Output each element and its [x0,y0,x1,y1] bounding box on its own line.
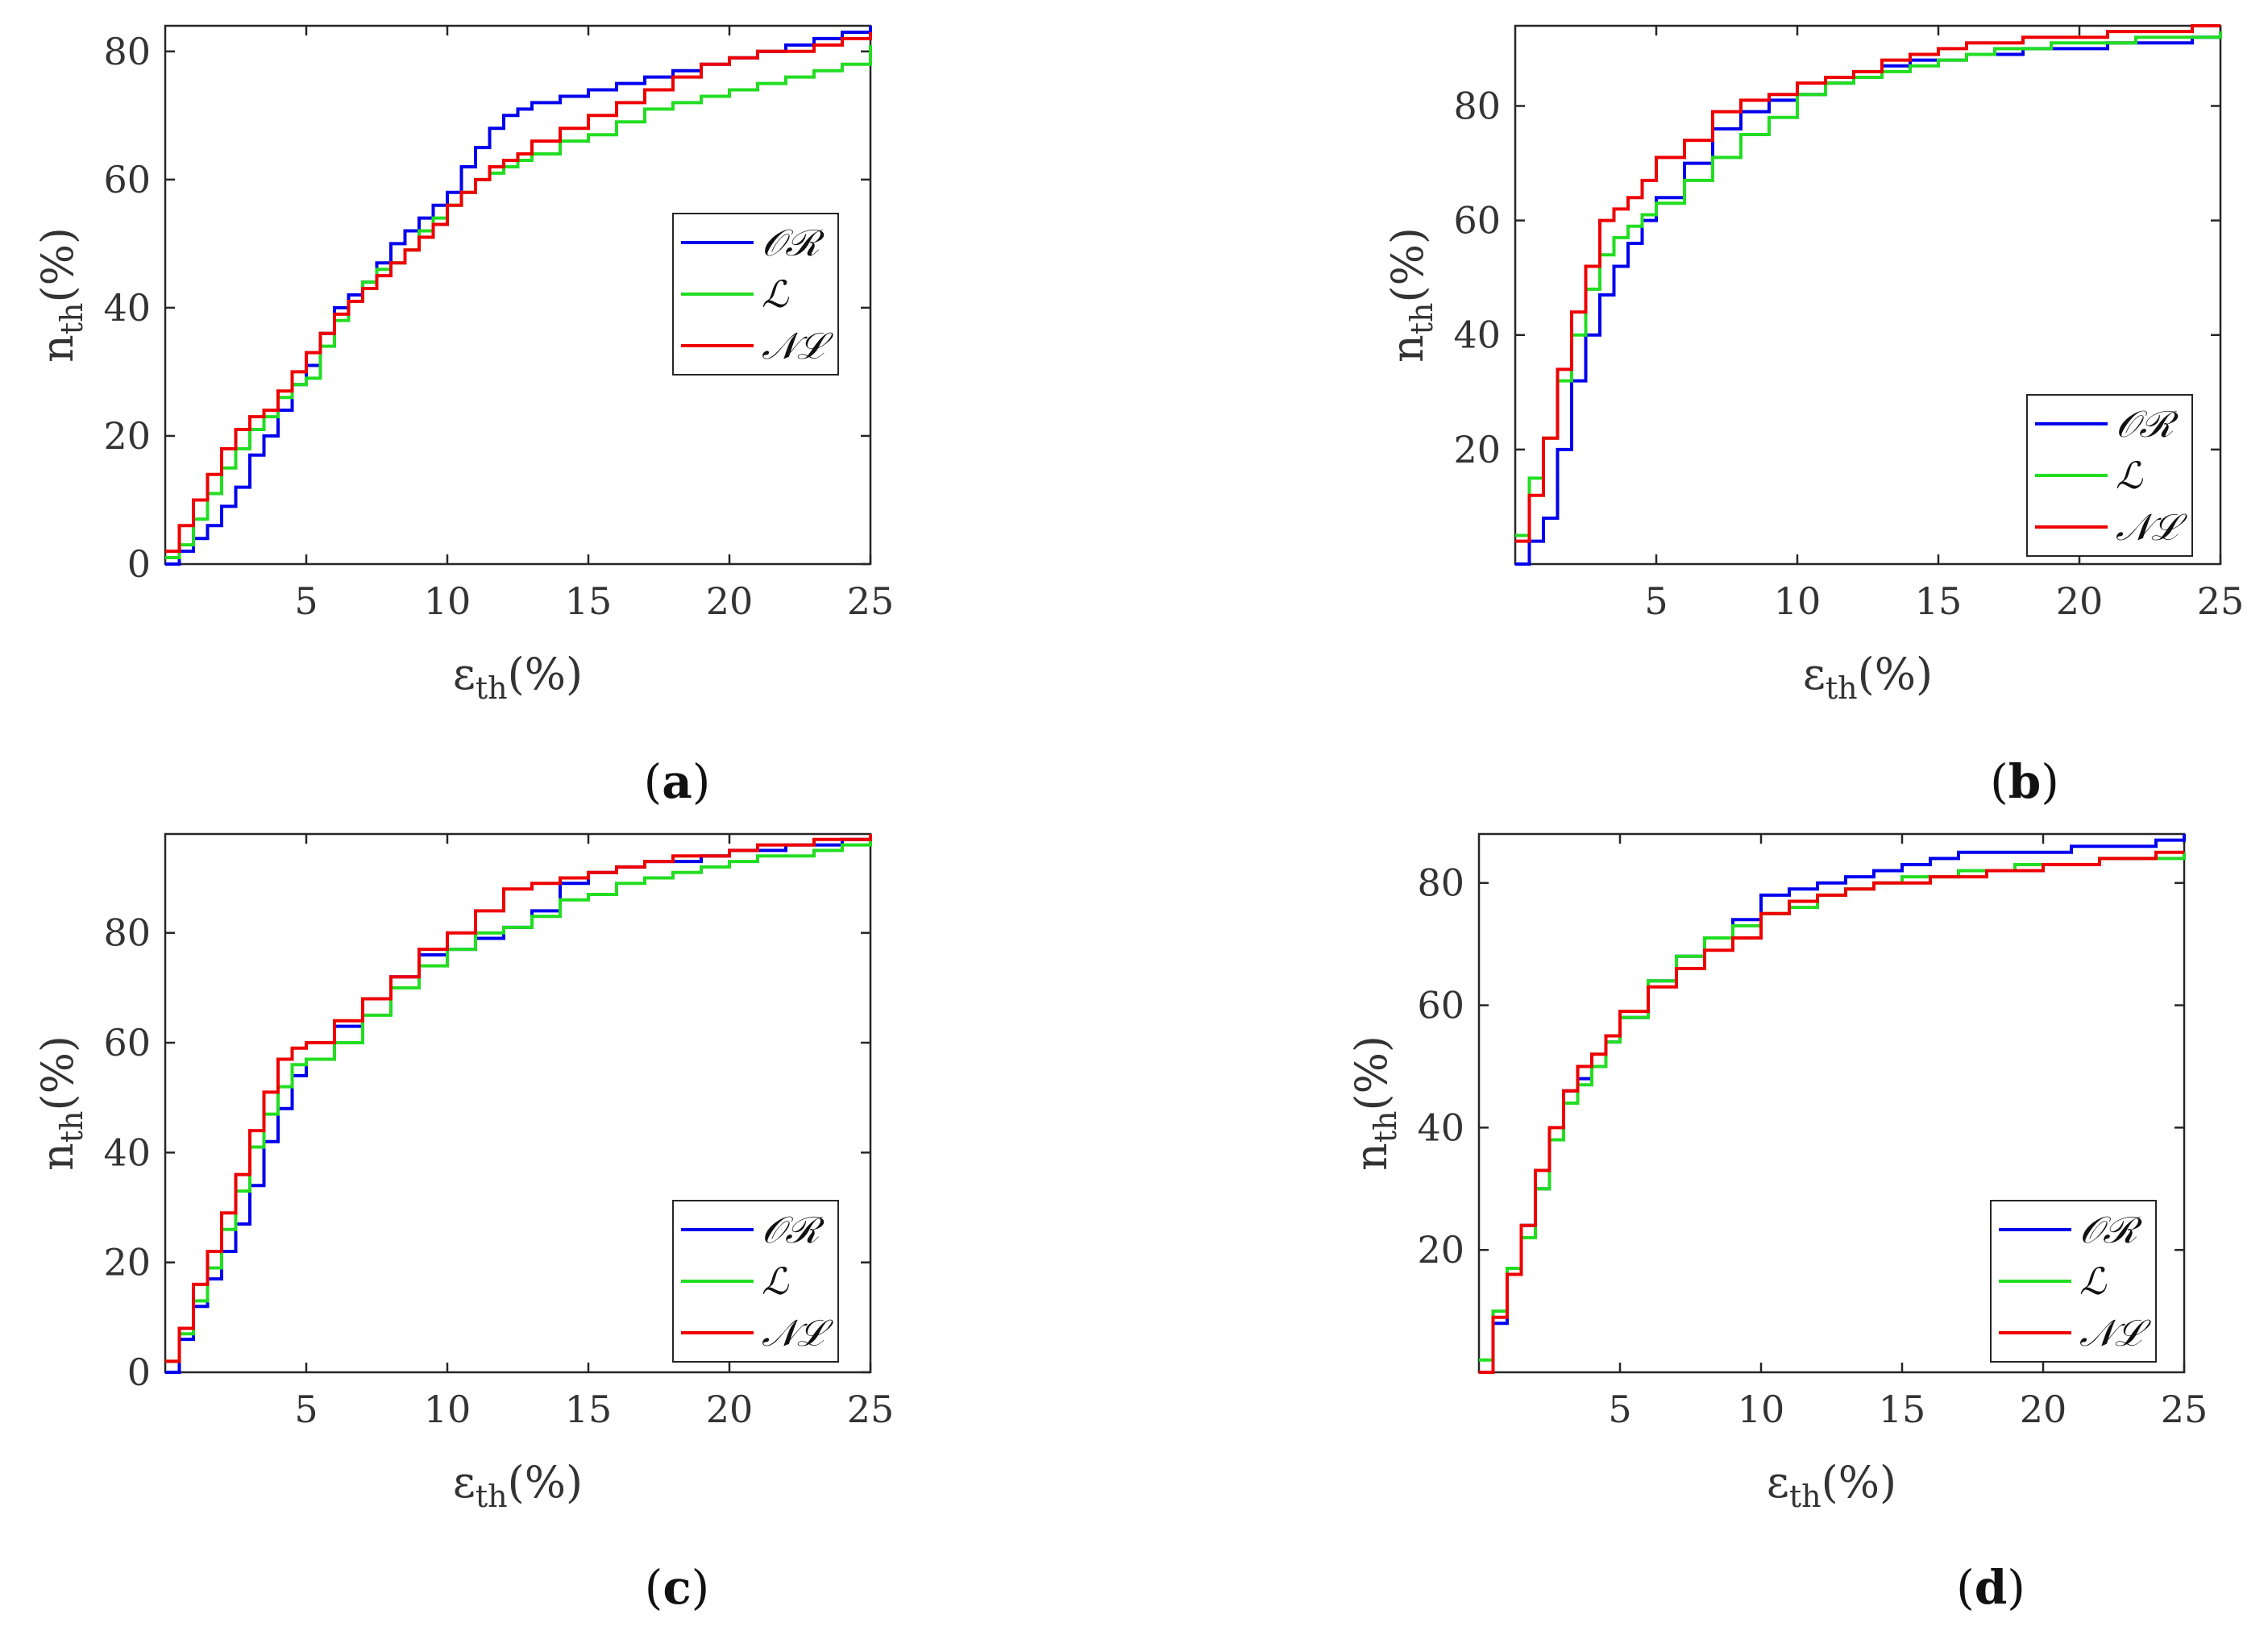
x-tick-label: 10 [424,1388,471,1431]
legend-label-l: ℒ [2116,454,2143,497]
y-tick-label: 20 [1453,428,1501,471]
y-tick-label: 80 [103,911,151,955]
series-line-nl [165,834,872,1363]
x-axis-label: εth(%) [453,1457,583,1514]
panel-label: (b) [1990,754,2059,809]
y-tick-label: 80 [103,30,151,73]
x-tick-label: 25 [847,579,895,623]
y-tick-label: 20 [103,414,151,458]
x-tick-label: 15 [1879,1388,1926,1431]
x-tick-label: 25 [2197,579,2245,623]
y-tick-label: 60 [103,158,151,201]
chart-panel-c: 5 10 15 20 25 0 20 40 60 80 εth(%) nth(%) 𝒪ℛ ℒ 𝒩ℒ (c) [32,832,895,1615]
x-tick-label: 20 [706,579,754,623]
legend-label-or: 𝒪ℛ [762,221,825,264]
y-tick-label: 60 [103,1021,151,1064]
x-tick-label: 20 [2056,579,2104,623]
x-tick-label: 20 [706,1388,754,1431]
y-axis-label: nth(%) [1346,1035,1403,1171]
y-tick-label: 60 [1417,984,1464,1027]
legend-label-or: 𝒪ℛ [2116,402,2179,446]
legend-box [672,213,839,376]
series-line-l [1515,31,2222,537]
y-axis-label: nth(%) [1382,227,1439,363]
series-line-nl [165,32,872,554]
y-tick-label: 80 [1417,861,1464,905]
legend-label-or: 𝒪ℛ [2079,1208,2143,1251]
chart-panel-a: 5 10 15 20 25 0 20 40 60 80 εth(%) nth(%) 𝒪ℛ ℒ 𝒩ℒ (a) [32,24,895,809]
panel-label: (d) [1956,1560,2025,1615]
chart-panel-b: 5 10 15 20 25 20 40 60 80 εth(%) nth(%) 𝒪ℛ ℒ 𝒩ℒ (b) [1382,24,2245,809]
legend-label-nl: 𝒩ℒ [2116,505,2187,549]
y-axis-label: nth(%) [32,1035,89,1171]
y-tick-label: 40 [1417,1106,1464,1149]
x-tick-label: 5 [294,1388,318,1431]
y-axis-label: nth(%) [32,227,89,363]
legend: 𝒪ℛ ℒ 𝒩ℒ [2026,394,2193,557]
legend-label-nl: 𝒩ℒ [762,1311,833,1355]
y-tick-label: 60 [1453,199,1501,243]
legend-label-l: ℒ [762,1259,789,1303]
x-tick-label: 20 [2020,1388,2067,1431]
x-tick-label: 15 [565,579,613,623]
x-tick-label: 5 [1644,579,1668,623]
x-tick-label: 15 [565,1388,613,1431]
legend-label-nl: 𝒩ℒ [2079,1311,2151,1355]
y-tick-label: 40 [103,286,151,330]
x-axis-label: εth(%) [1767,1457,1896,1514]
legend-label-l: ℒ [2079,1259,2107,1303]
x-tick-label: 10 [424,579,471,623]
x-axis-label: εth(%) [453,649,583,706]
legend: 𝒪ℛ ℒ 𝒩ℒ [672,1200,839,1363]
series-line-l [165,44,872,559]
y-tick-label: 20 [103,1241,151,1284]
legend: 𝒪ℛ ℒ 𝒩ℒ [672,213,839,376]
y-tick-label: 40 [103,1131,151,1174]
series-line-nl [1515,24,2220,543]
x-tick-label: 10 [1774,579,1821,623]
x-tick-label: 15 [1915,579,1963,623]
panel-label: (c) [645,1560,710,1615]
legend-label-l: ℒ [762,272,789,316]
y-tick-label: 20 [1417,1228,1464,1272]
chart-panel-d: 5 10 15 20 25 20 40 60 80 εth(%) nth(%) 𝒪ℛ ℒ 𝒩ℒ (d) [1346,832,2208,1615]
x-axis-label: εth(%) [1803,649,1933,706]
y-tick-label: 40 [1453,313,1501,357]
x-tick-label: 5 [294,579,318,623]
x-tick-label: 25 [2161,1388,2208,1431]
y-tick-label: 0 [127,1351,151,1394]
series-line-nl [1479,850,2184,1374]
x-tick-label: 5 [1608,1388,1631,1431]
legend: 𝒪ℛ ℒ 𝒩ℒ [1990,1200,2157,1363]
x-tick-label: 25 [847,1388,895,1431]
legend-label-or: 𝒪ℛ [762,1208,825,1251]
x-tick-label: 10 [1738,1388,1785,1431]
y-tick-label: 80 [1453,84,1501,127]
y-tick-label: 0 [127,542,151,586]
panel-label: (a) [644,754,711,809]
legend-label-nl: 𝒩ℒ [762,324,833,367]
